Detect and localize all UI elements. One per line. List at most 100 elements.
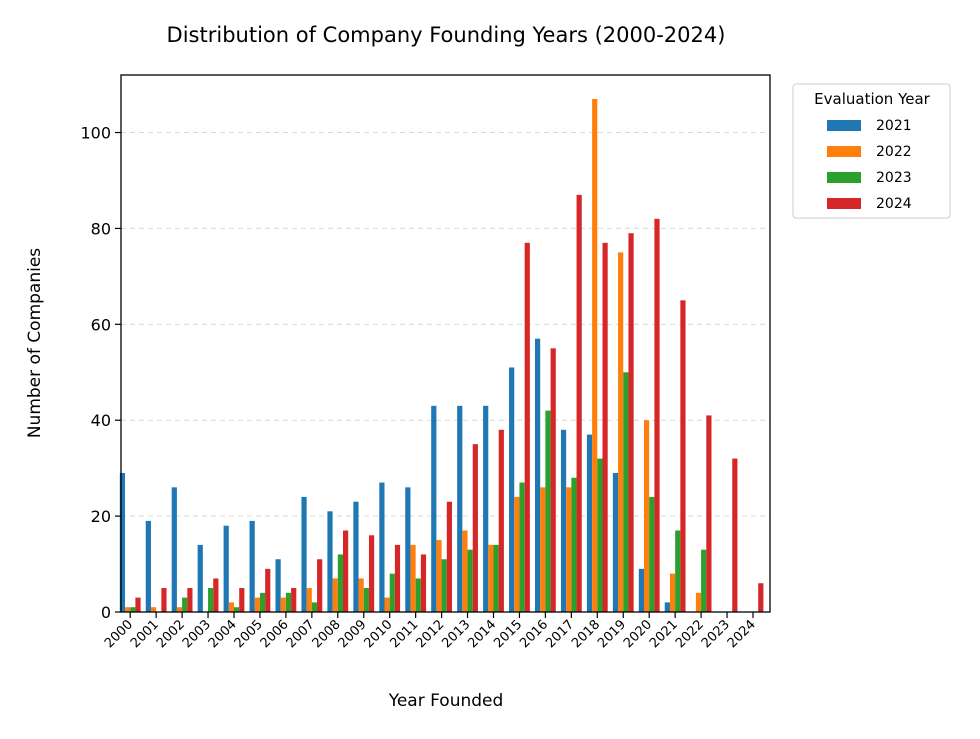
bar-2022-series-2023 — [701, 549, 707, 612]
bar-2020-series-2021 — [638, 568, 644, 612]
bar-2002-series-2021 — [171, 487, 177, 612]
bar-2019-series-2023 — [623, 372, 629, 612]
bar-2003-series-2023 — [208, 588, 214, 612]
bar-2020-series-2022 — [644, 420, 650, 612]
bar-2010-series-2024 — [394, 544, 401, 612]
bar-2011-series-2022 — [410, 544, 416, 612]
bar-2016-series-2023 — [545, 410, 551, 612]
bar-2007-series-2023 — [311, 602, 318, 612]
x-tick-label: 2013 — [439, 617, 473, 651]
bar-2002-series-2024 — [187, 588, 193, 612]
bar-2022-series-2024 — [706, 415, 712, 612]
bar-2008-series-2024 — [343, 530, 349, 612]
x-tick-label: 2021 — [647, 617, 681, 651]
bar-2005-series-2022 — [254, 597, 260, 612]
legend-box — [792, 83, 951, 219]
bar-2020-series-2023 — [649, 496, 655, 612]
grid-layer — [121, 132, 770, 517]
bar-2017-series-2023 — [571, 477, 577, 612]
x-tick-label: 2008 — [310, 617, 344, 651]
x-tick-label: 2016 — [517, 617, 551, 651]
bar-2013-series-2023 — [467, 549, 473, 612]
bar-2009-series-2022 — [358, 578, 364, 612]
bar-2017-series-2024 — [576, 194, 582, 612]
x-tick-label: 2018 — [569, 617, 603, 651]
x-tick-label: 2005 — [232, 617, 266, 651]
bar-2024-series-2024 — [758, 583, 764, 612]
legend-label: 2021 — [876, 118, 912, 134]
bar-2014-series-2022 — [488, 544, 494, 612]
bar-2007-series-2024 — [317, 559, 323, 612]
y-tick-label: 0 — [101, 603, 111, 622]
bar-2015-series-2024 — [524, 242, 530, 612]
bar-2008-series-2021 — [327, 511, 333, 612]
bar-2000-series-2021 — [119, 472, 125, 612]
legend-swatch — [827, 146, 861, 157]
bar-2006-series-2024 — [291, 588, 297, 612]
bar-2022-series-2022 — [695, 592, 702, 612]
bar-2004-series-2024 — [239, 588, 245, 612]
bar-2010-series-2021 — [379, 482, 385, 612]
x-tick-label: 2010 — [362, 617, 396, 651]
x-tick-label: 2007 — [284, 617, 318, 651]
x-tick-label: 2012 — [413, 617, 447, 651]
bar-2011-series-2021 — [405, 487, 411, 612]
bar-2014-series-2021 — [483, 405, 489, 612]
bar-2002-series-2023 — [182, 597, 188, 612]
legend: Evaluation Year 2021 2022 2023 2024 — [792, 83, 951, 219]
x-tick-label: 2004 — [206, 617, 240, 651]
bar-2014-series-2023 — [493, 544, 499, 612]
bar-2001-series-2021 — [145, 520, 151, 612]
bar-2020-series-2024 — [654, 218, 660, 612]
bar-2000-series-2022 — [125, 607, 131, 612]
bar-2012-series-2021 — [431, 405, 437, 612]
bar-2008-series-2022 — [332, 578, 338, 612]
bar-2004-series-2021 — [223, 525, 229, 612]
bar-2015-series-2022 — [514, 496, 520, 612]
bar-2019-series-2022 — [618, 252, 624, 612]
x-tick-label: 2009 — [336, 617, 370, 651]
bar-2004-series-2023 — [234, 607, 240, 612]
bar-2017-series-2022 — [566, 487, 572, 612]
x-tick-label: 2019 — [595, 617, 629, 651]
chart-title: Distribution of Company Founding Years (… — [167, 23, 726, 47]
bar-2018-series-2021 — [586, 434, 593, 612]
bars-layer — [119, 98, 764, 613]
bar-2012-series-2024 — [446, 501, 452, 612]
legend-swatch — [827, 198, 861, 209]
y-axis: 0 20 40 60 80 100 — [80, 124, 121, 622]
bar-2011-series-2024 — [420, 554, 427, 612]
bar-2016-series-2024 — [550, 348, 556, 612]
bar-2010-series-2022 — [384, 597, 390, 612]
legend-title: Evaluation Year — [814, 90, 931, 108]
bar-2005-series-2024 — [265, 568, 271, 612]
x-tick-label: 2024 — [725, 617, 759, 651]
bar-2000-series-2023 — [130, 607, 136, 612]
bar-2004-series-2022 — [228, 602, 234, 612]
bar-2006-series-2023 — [285, 592, 292, 612]
y-tick-label: 100 — [80, 124, 111, 143]
bar-2013-series-2021 — [457, 405, 463, 612]
x-tick-label: 2011 — [387, 617, 421, 651]
bar-2000-series-2024 — [135, 597, 141, 612]
plot-frame — [120, 74, 771, 613]
x-tick-label: 2023 — [699, 617, 733, 651]
bar-2006-series-2021 — [275, 559, 281, 612]
legend-label: 2022 — [876, 144, 912, 160]
x-axis: 2000200120022003200420052006200720082009… — [102, 612, 759, 651]
y-tick-label: 20 — [91, 507, 111, 526]
bar-2009-series-2021 — [353, 501, 359, 612]
legend-label: 2023 — [876, 170, 912, 186]
bar-2007-series-2022 — [306, 588, 312, 612]
legend-swatch — [827, 172, 861, 183]
x-tick-label: 2006 — [258, 617, 292, 651]
bar-2015-series-2023 — [519, 482, 525, 612]
bar-2003-series-2024 — [213, 578, 219, 612]
bar-2019-series-2021 — [612, 472, 619, 612]
bar-2009-series-2024 — [368, 535, 375, 612]
bar-2013-series-2022 — [462, 530, 468, 612]
bar-2018-series-2024 — [602, 242, 608, 612]
bar-2013-series-2024 — [472, 444, 478, 612]
bar-2021-series-2022 — [669, 573, 676, 612]
